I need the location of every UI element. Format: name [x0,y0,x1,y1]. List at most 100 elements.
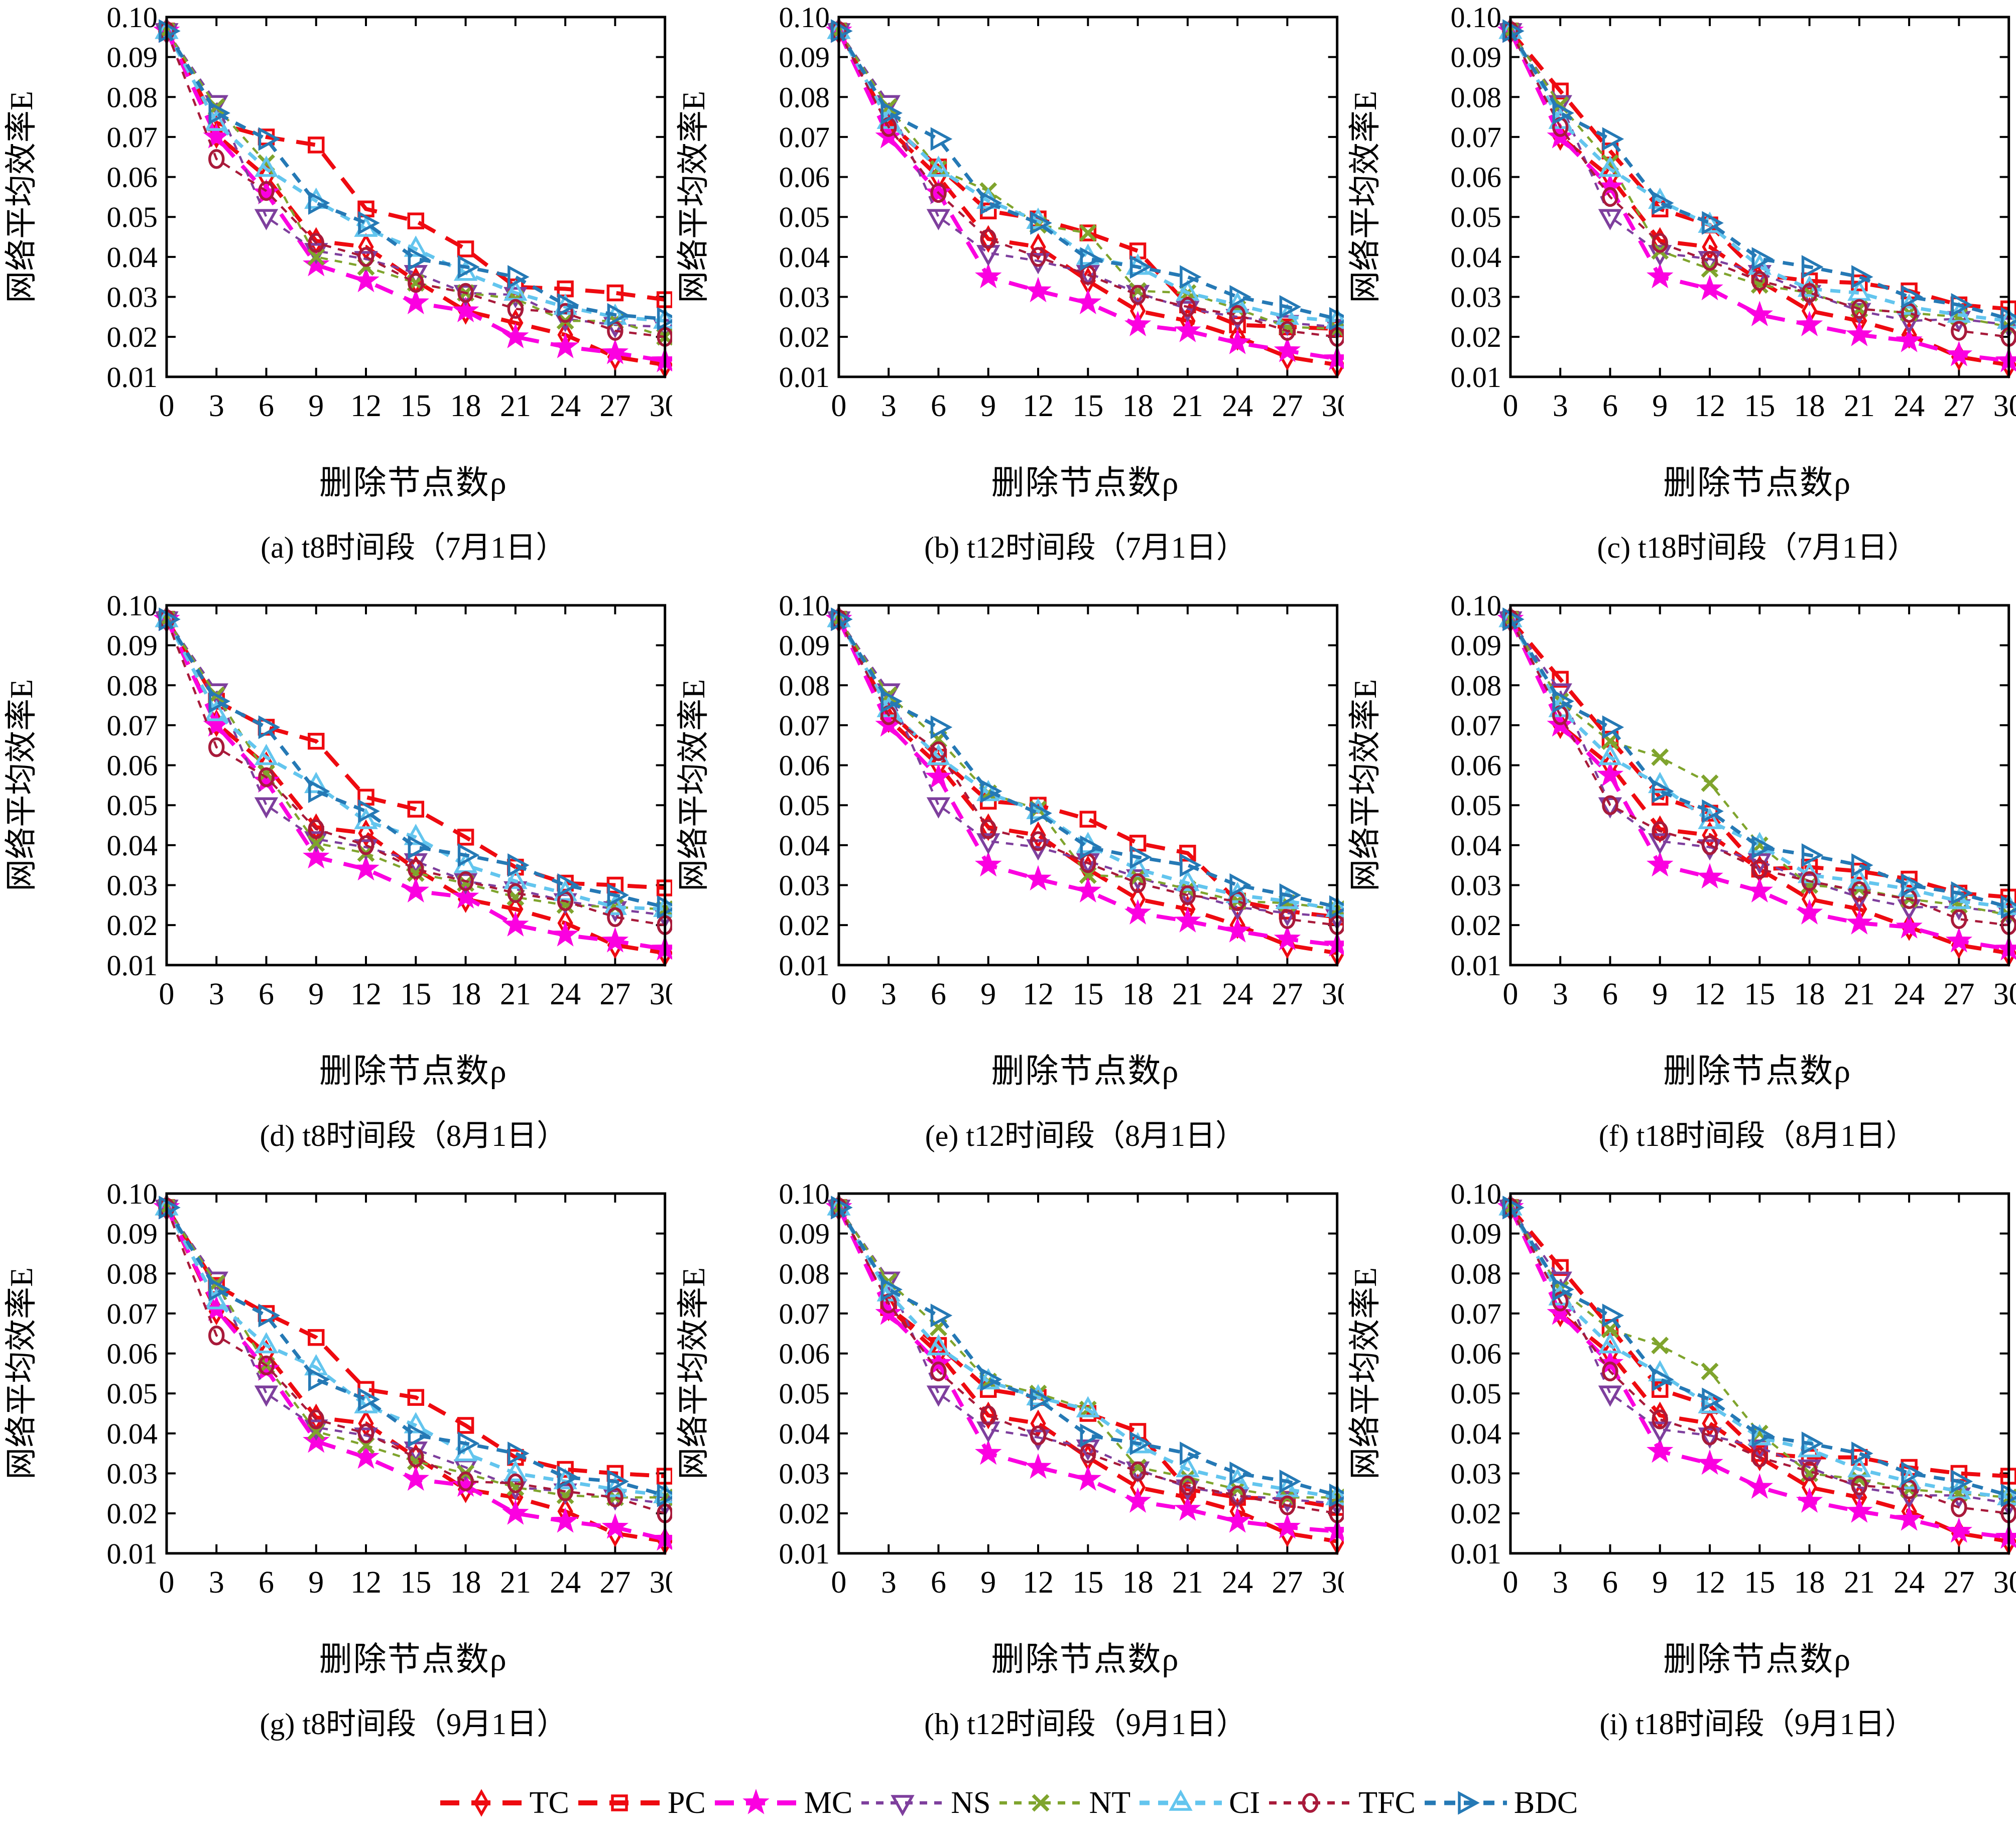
svg-text:0.10: 0.10 [779,591,829,622]
svg-text:18: 18 [1794,389,1825,423]
svg-text:网络平均效率E: 网络平均效率E [1347,1267,1383,1480]
svg-text:网络平均效率E: 网络平均效率E [676,679,711,891]
svg-text:3: 3 [209,977,224,1011]
svg-text:0: 0 [159,977,174,1011]
svg-text:0.01: 0.01 [106,361,157,394]
svg-text:0.03: 0.03 [1451,1458,1501,1490]
x-axis-label: 删除节点数ρ [1663,1641,1852,1678]
svg-text:0.08: 0.08 [779,669,829,702]
svg-text:0.06: 0.06 [779,1338,829,1370]
svg-text:0.03: 0.03 [1451,281,1501,314]
chart-plot-e: 0.01 0.02 0.03 0.04 0.05 0.06 0.07 0.08 0.09 0.10… [676,591,1344,1011]
svg-text:9: 9 [308,977,324,1011]
svg-text:0.06: 0.06 [1451,1338,1501,1370]
svg-text:0.02: 0.02 [106,1497,157,1530]
tfc-line-marker-icon [1269,1793,1352,1813]
svg-text:0.08: 0.08 [106,1257,157,1290]
svg-text:0.05: 0.05 [106,789,157,822]
chart-plot-d: 0.01 0.02 0.03 0.04 0.05 0.06 0.07 0.08 0.09 0.10… [4,591,672,1011]
svg-text:30: 30 [1993,389,2016,423]
svg-text:3: 3 [1553,977,1568,1011]
svg-text:0.06: 0.06 [1451,161,1501,194]
svg-text:0.10: 0.10 [106,591,157,622]
svg-text:6: 6 [1602,389,1618,423]
svg-text:网络平均效率E: 网络平均效率E [1347,91,1383,303]
svg-text:30: 30 [650,977,672,1011]
legend-label-ns: NS [951,1786,991,1820]
x-axis-label: 删除节点数ρ [319,1641,508,1678]
svg-text:0.01: 0.01 [1451,949,1501,982]
svg-text:0.05: 0.05 [1451,1377,1501,1410]
svg-text:0.05: 0.05 [779,1377,829,1410]
legend-item-pc: PC [576,1785,706,1820]
svg-text:15: 15 [400,1565,431,1600]
svg-text:0.10: 0.10 [779,3,829,34]
svg-text:0: 0 [831,1565,846,1600]
svg-text:0.09: 0.09 [779,1218,829,1250]
svg-text:3: 3 [209,1565,224,1600]
svg-text:0.02: 0.02 [779,321,829,353]
svg-text:24: 24 [1894,977,1925,1011]
svg-text:0.02: 0.02 [106,321,157,353]
svg-text:6: 6 [1602,1565,1618,1600]
svg-text:0.08: 0.08 [1451,1257,1501,1290]
svg-text:0.03: 0.03 [106,1458,157,1490]
svg-text:24: 24 [550,389,581,423]
svg-text:0: 0 [831,977,846,1011]
chart-cell-a: 0.01 0.02 0.03 0.04 0.05 0.06 0.07 0.08 0.09 0.10… [0,3,672,591]
x-axis-label: 删除节点数ρ [991,464,1180,501]
chart-cell-e: 0.01 0.02 0.03 0.04 0.05 0.06 0.07 0.08 0.09 0.10… [672,591,1344,1180]
svg-text:0.05: 0.05 [779,789,829,822]
svg-text:网络平均效率E: 网络平均效率E [676,1267,711,1480]
svg-text:0: 0 [1503,977,1519,1011]
svg-text:6: 6 [931,389,946,423]
svg-text:0.04: 0.04 [106,829,157,862]
svg-text:3: 3 [1553,1565,1568,1600]
chart-cell-i: 0.01 0.02 0.03 0.04 0.05 0.06 0.07 0.08 0.09 0.10… [1344,1180,2016,1768]
legend-item-tfc: TFC [1267,1785,1416,1820]
svg-text:18: 18 [450,977,481,1011]
chart-caption-g: (g) t8时间段（9月1日） [260,1707,567,1741]
svg-text:27: 27 [1944,389,1975,423]
svg-text:30: 30 [1993,1565,2016,1600]
x-axis-label: 删除节点数ρ [1663,464,1852,501]
svg-text:27: 27 [599,389,631,423]
legend-item-mc: MC [713,1785,852,1820]
svg-text:27: 27 [1272,1565,1303,1600]
svg-text:0.10: 0.10 [1451,1180,1501,1210]
svg-text:0.07: 0.07 [779,709,829,742]
svg-text:27: 27 [1944,1565,1975,1600]
svg-text:9: 9 [1653,389,1668,423]
svg-text:0.01: 0.01 [1451,1537,1501,1570]
chart-plot-g: 0.01 0.02 0.03 0.04 0.05 0.06 0.07 0.08 0.09 0.10… [4,1180,672,1600]
svg-text:30: 30 [1321,977,1344,1011]
svg-text:0.03: 0.03 [779,1458,829,1490]
legend-label-mc: MC [804,1786,853,1820]
mc-line-marker-icon [714,1788,797,1814]
svg-text:0: 0 [831,389,846,423]
svg-text:0.01: 0.01 [1451,361,1501,394]
chart-caption-i: (i) t18时间段（9月1日） [1599,1707,1915,1741]
chart-plot-i: 0.01 0.02 0.03 0.04 0.05 0.06 0.07 0.08 0.09 0.10… [1347,1180,2016,1600]
svg-text:9: 9 [308,389,324,423]
svg-text:9: 9 [1653,1565,1668,1600]
svg-text:0.02: 0.02 [106,909,157,942]
svg-text:15: 15 [400,389,431,423]
svg-text:0.04: 0.04 [779,241,829,274]
svg-text:0: 0 [1503,1565,1519,1600]
svg-text:30: 30 [1993,977,2016,1011]
svg-text:24: 24 [550,1565,581,1600]
legend-label-tc: TC [529,1786,569,1820]
svg-text:3: 3 [880,389,896,423]
svg-text:12: 12 [1694,977,1725,1011]
svg-text:0.08: 0.08 [779,1257,829,1290]
chart-cell-d: 0.01 0.02 0.03 0.04 0.05 0.06 0.07 0.08 0.09 0.10… [0,591,672,1180]
svg-text:0.04: 0.04 [106,1417,157,1450]
legend-label-tfc: TFC [1358,1786,1416,1820]
legend-label-bdc: BDC [1514,1786,1578,1820]
svg-text:网络平均效率E: 网络平均效率E [1347,679,1383,891]
svg-text:0.09: 0.09 [779,629,829,662]
svg-text:0.10: 0.10 [106,3,157,34]
svg-text:0.06: 0.06 [106,1338,157,1370]
